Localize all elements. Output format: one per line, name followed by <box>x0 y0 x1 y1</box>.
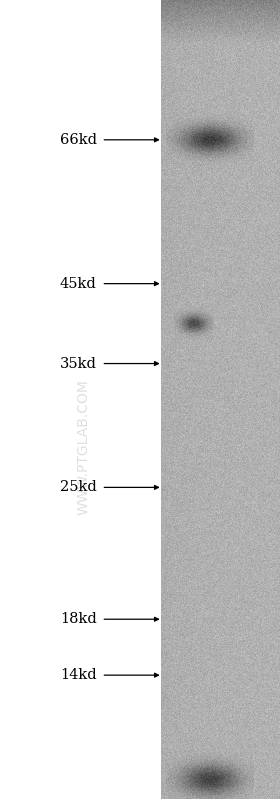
Text: WWW.PTGLAB.COM: WWW.PTGLAB.COM <box>77 380 91 515</box>
Text: 18kd: 18kd <box>60 612 97 626</box>
Text: 66kd: 66kd <box>60 133 97 147</box>
Text: 14kd: 14kd <box>60 668 97 682</box>
Text: 35kd: 35kd <box>60 356 97 371</box>
Text: 45kd: 45kd <box>60 276 97 291</box>
Text: 25kd: 25kd <box>60 480 97 495</box>
